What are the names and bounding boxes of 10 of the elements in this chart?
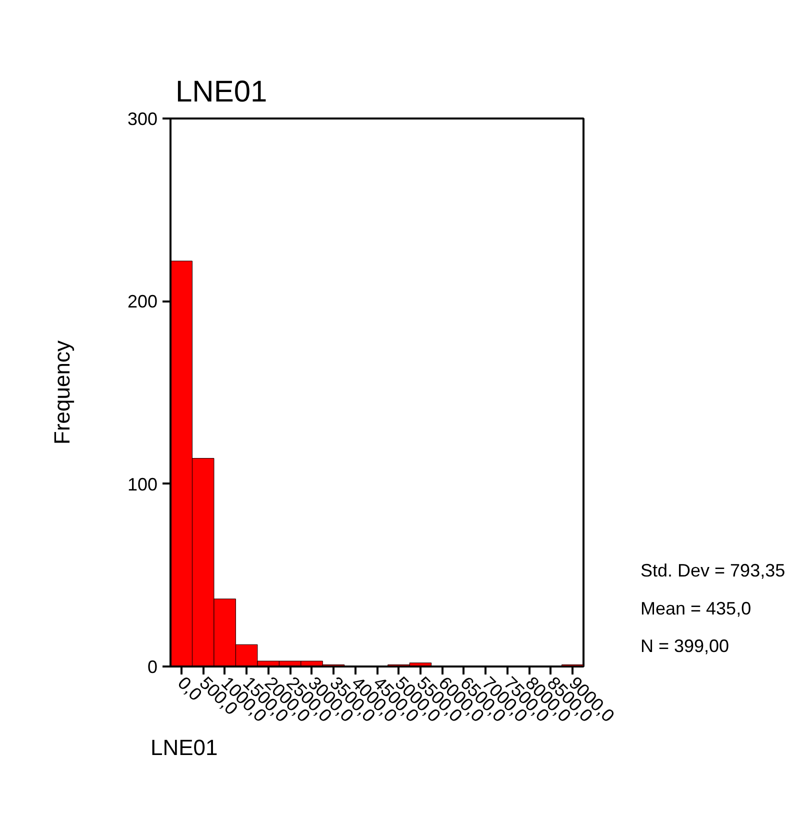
y-tick-label: 0 xyxy=(147,657,158,677)
text: N = 399,00 xyxy=(640,636,730,656)
y-tick-label: 300 xyxy=(127,109,158,129)
y-axis-title: Frequency xyxy=(49,340,74,444)
text: Mean = 435,0 xyxy=(640,598,752,618)
y-tick-label: 100 xyxy=(127,474,158,494)
x-axis-title: LNE01 xyxy=(150,735,218,760)
chart-title: LNE01 xyxy=(176,76,268,108)
text: Std. Dev = 793,35 xyxy=(640,560,786,581)
y-tick-label: 200 xyxy=(127,292,158,312)
